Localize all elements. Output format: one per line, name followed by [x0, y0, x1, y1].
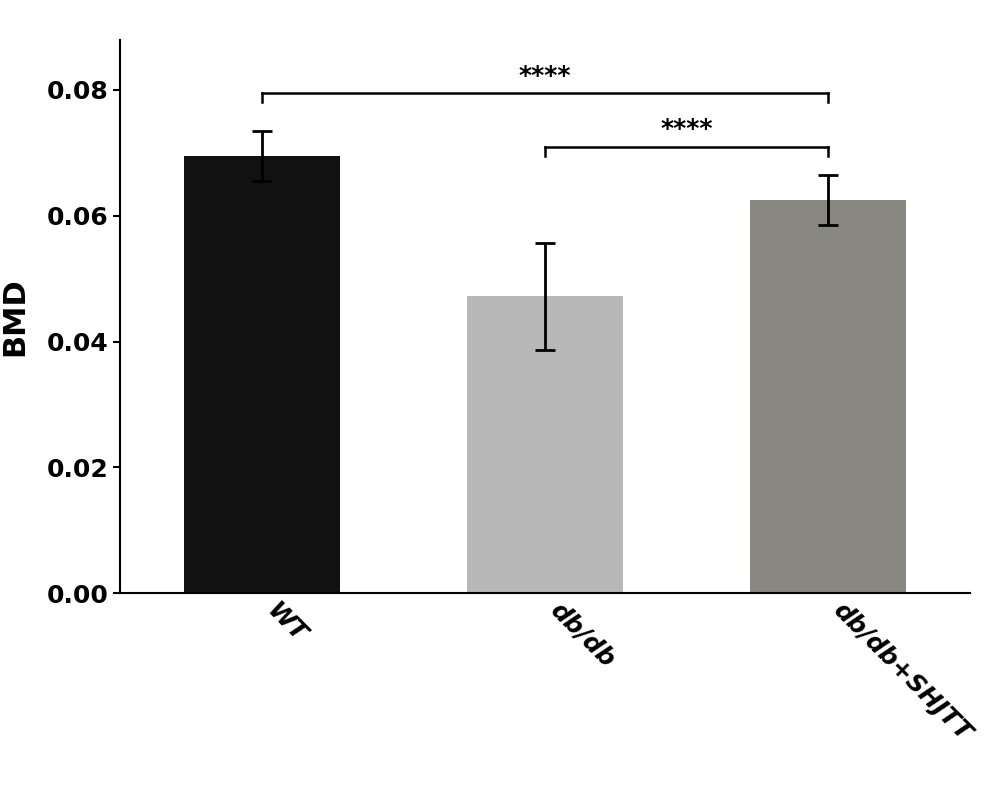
- Text: ****: ****: [519, 64, 571, 88]
- Text: ****: ****: [660, 118, 713, 142]
- Y-axis label: BMD: BMD: [1, 277, 30, 356]
- Bar: [467, 297, 623, 593]
- Bar: [750, 200, 906, 593]
- Bar: [184, 156, 340, 593]
